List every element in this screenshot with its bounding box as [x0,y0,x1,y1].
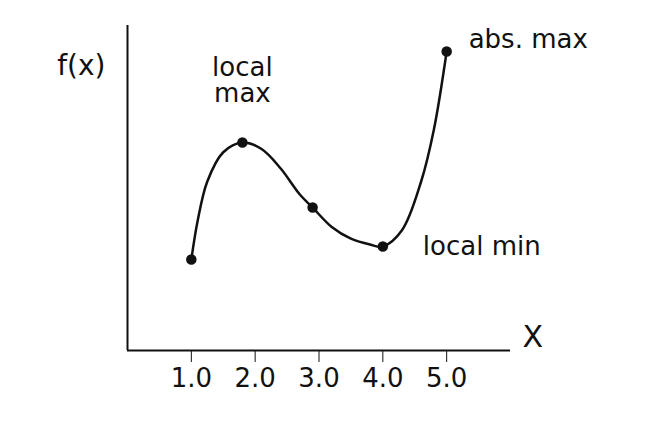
svg-text:1.0: 1.0 [171,363,212,393]
svg-text:5.0: 5.0 [426,363,467,393]
svg-text:local min: local min [423,231,541,261]
svg-text:4.0: 4.0 [362,363,403,393]
svg-text:X: X [523,319,544,354]
svg-text:abs. max: abs. max [469,24,588,54]
svg-text:2.0: 2.0 [234,363,275,393]
svg-text:3.0: 3.0 [298,363,339,393]
svg-text:f(x): f(x) [57,49,105,82]
svg-text:localmax: localmax [212,52,273,108]
